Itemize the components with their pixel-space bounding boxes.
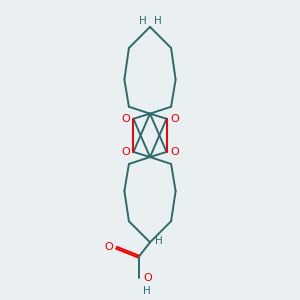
Text: O: O <box>170 114 179 124</box>
Text: H: H <box>154 16 161 26</box>
Text: O: O <box>170 147 179 157</box>
Text: O: O <box>121 147 130 157</box>
Text: H: H <box>155 236 163 245</box>
Text: O: O <box>104 242 113 252</box>
Text: O: O <box>143 274 152 284</box>
Text: H: H <box>139 16 146 26</box>
Text: O: O <box>121 114 130 124</box>
Text: H: H <box>143 286 151 296</box>
